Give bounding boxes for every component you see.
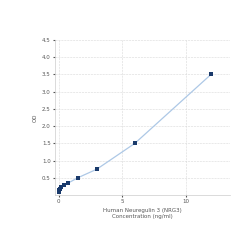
Point bbox=[62, 183, 66, 187]
Point bbox=[95, 167, 99, 171]
Point bbox=[66, 181, 70, 185]
Point bbox=[209, 72, 213, 76]
Y-axis label: OD: OD bbox=[33, 113, 38, 122]
Point bbox=[57, 190, 61, 194]
Point bbox=[76, 176, 80, 180]
Point bbox=[58, 187, 62, 191]
Point bbox=[133, 141, 137, 145]
Point bbox=[58, 188, 62, 192]
Point bbox=[59, 186, 63, 190]
X-axis label: Human Neuregulin 3 (NRG3)
Concentration (ng/ml): Human Neuregulin 3 (NRG3) Concentration … bbox=[103, 208, 182, 219]
